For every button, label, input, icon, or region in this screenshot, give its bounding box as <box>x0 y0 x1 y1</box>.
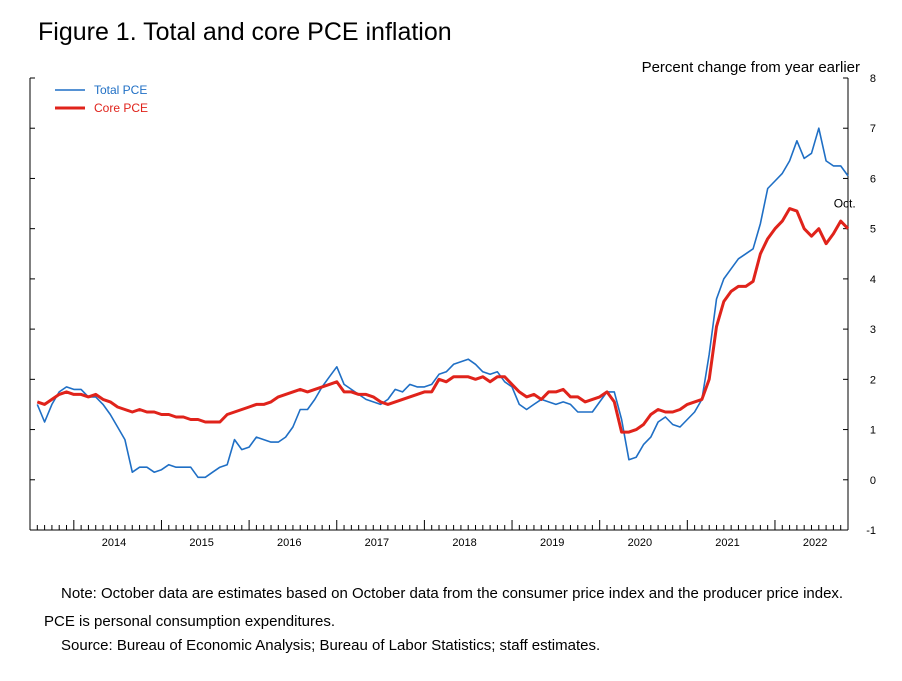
y-tick-label: 5 <box>870 224 876 236</box>
series-line-total <box>36 127 849 479</box>
x-tick-label: 2015 <box>189 537 213 549</box>
x-tick-label: 2020 <box>628 537 652 549</box>
y-axis: -1 0 1 2 3 4 5 6 7 8 <box>30 73 876 537</box>
y-tick-label: -1 <box>866 525 876 537</box>
x-tick-label: 2021 <box>715 537 739 549</box>
y-tick-label: 1 <box>870 425 876 437</box>
x-tick-label: 2014 <box>102 537 126 549</box>
y-tick-label: 6 <box>870 173 876 185</box>
x-tick-label: 2022 <box>803 537 827 549</box>
legend: Total PCE Core PCE <box>55 83 148 115</box>
x-tick-label: 2018 <box>452 537 476 549</box>
y-tick-label: 4 <box>870 274 876 286</box>
y-axis-units-label: Percent change from year earlier <box>641 59 860 76</box>
annotation-label: Oct. <box>834 197 856 211</box>
y-tick-label: 8 <box>870 73 876 85</box>
x-tick-label: 2016 <box>277 537 301 549</box>
annotations: Oct. <box>834 197 856 211</box>
x-tick-label: 2017 <box>365 537 389 549</box>
series-lines <box>36 127 850 479</box>
line-chart: -1 0 1 2 3 4 5 6 7 8 2014 2015 2016 2017 2018 2019 2020… <box>29 73 876 549</box>
legend-label-core: Core PCE <box>94 101 148 115</box>
y-tick-label: 7 <box>870 123 876 135</box>
figure-note: Note: October data are estimates based o… <box>44 585 844 630</box>
y-tick-label: 2 <box>870 374 876 386</box>
y-tick-label: 3 <box>870 324 876 336</box>
x-axis: 2014 2015 2016 2017 2018 2019 2020 2021 2022 <box>29 520 849 549</box>
figure-source: Source: Bureau of Economic Analysis; Bur… <box>61 637 601 654</box>
legend-label-total: Total PCE <box>94 83 147 97</box>
y-tick-label: 0 <box>870 475 876 487</box>
plot-frame <box>29 78 849 531</box>
x-tick-label: 2019 <box>540 537 564 549</box>
series-line-core <box>36 207 850 434</box>
figure-title: Figure 1. Total and core PCE inflation <box>38 18 452 46</box>
